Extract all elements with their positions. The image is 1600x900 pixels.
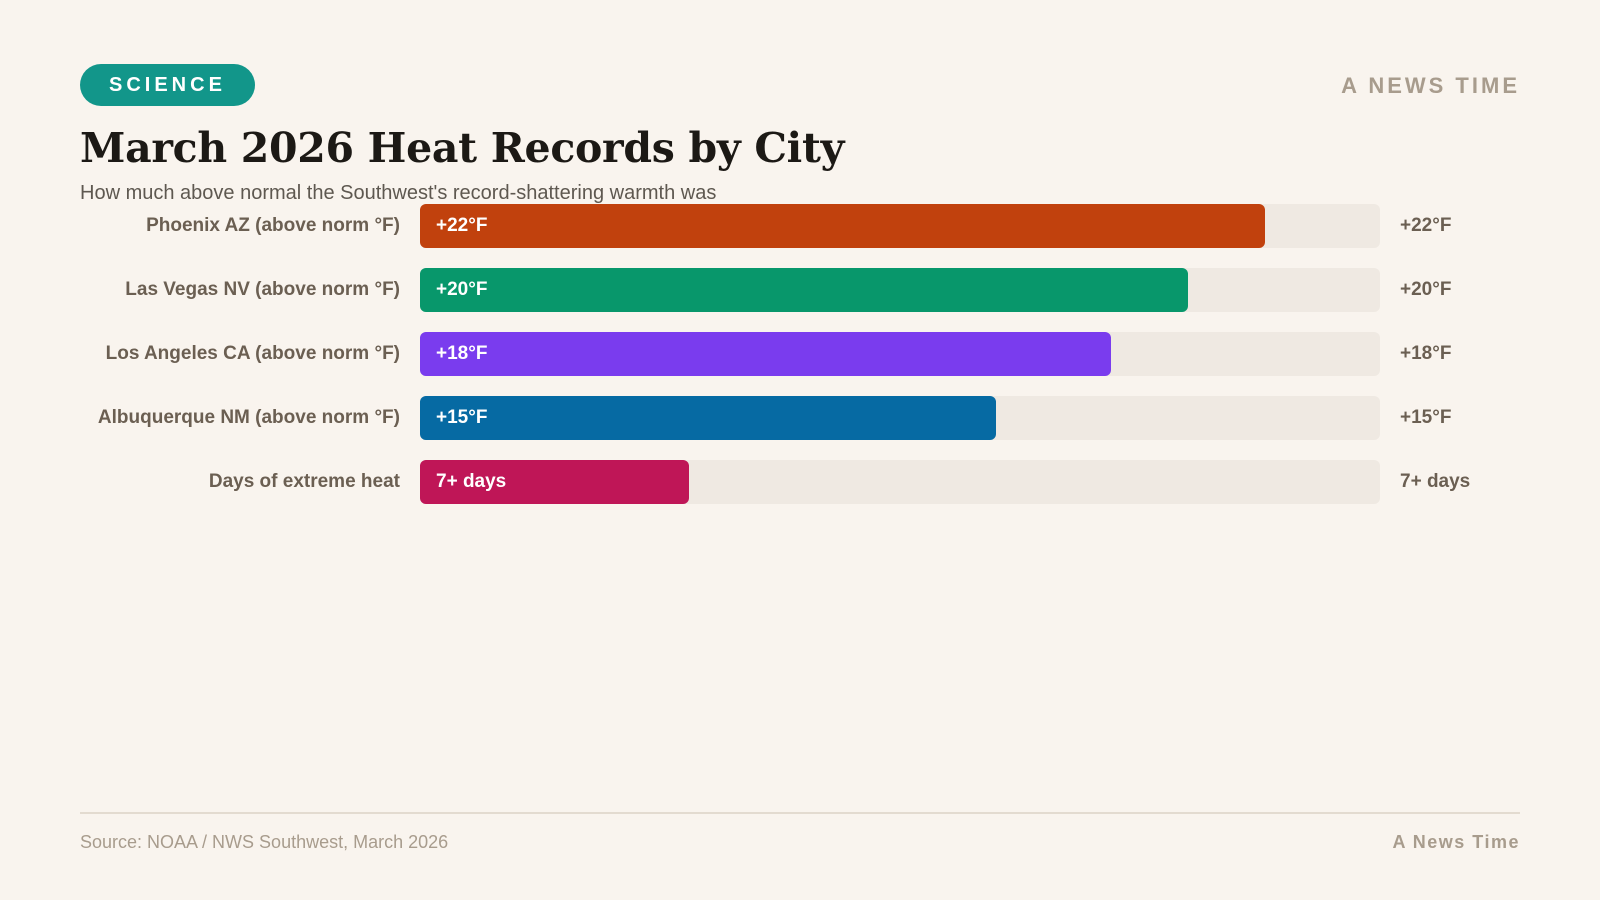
bar-data-label: +18°F <box>436 343 488 364</box>
bar-data-label: 7+ days <box>436 471 507 492</box>
value-label: +15°F <box>1400 407 1452 428</box>
category-badge: SCIENCE <box>80 64 255 106</box>
category-label: Los Angeles CA (above norm °F) <box>105 343 400 364</box>
bar <box>420 396 996 440</box>
footer-divider <box>80 812 1520 814</box>
source-note: Source: NOAA / NWS Southwest, March 2026 <box>80 832 449 852</box>
chart-subtitle: How much above normal the Southwest's re… <box>80 182 717 204</box>
value-label: +18°F <box>1400 343 1452 364</box>
value-label: 7+ days <box>1400 471 1471 492</box>
chart-title: March 2026 Heat Records by City <box>80 124 845 172</box>
bar-data-label: +20°F <box>436 279 488 300</box>
bar <box>420 204 1265 248</box>
brand-wordmark: A NEWS TIME <box>1341 73 1520 98</box>
category-label: Days of extreme heat <box>208 471 400 492</box>
bar <box>420 460 689 504</box>
category-label: Phoenix AZ (above norm °F) <box>146 215 400 236</box>
bar-data-label: +15°F <box>436 407 488 428</box>
value-label: +22°F <box>1400 215 1452 236</box>
bar <box>420 332 1111 376</box>
bar-data-label: +22°F <box>436 215 488 236</box>
bar <box>420 268 1188 312</box>
footer-brand: A News Time <box>1392 832 1520 852</box>
value-label: +20°F <box>1400 279 1452 300</box>
category-label: Albuquerque NM (above norm °F) <box>97 407 400 428</box>
category-label: Las Vegas NV (above norm °F) <box>125 279 400 300</box>
